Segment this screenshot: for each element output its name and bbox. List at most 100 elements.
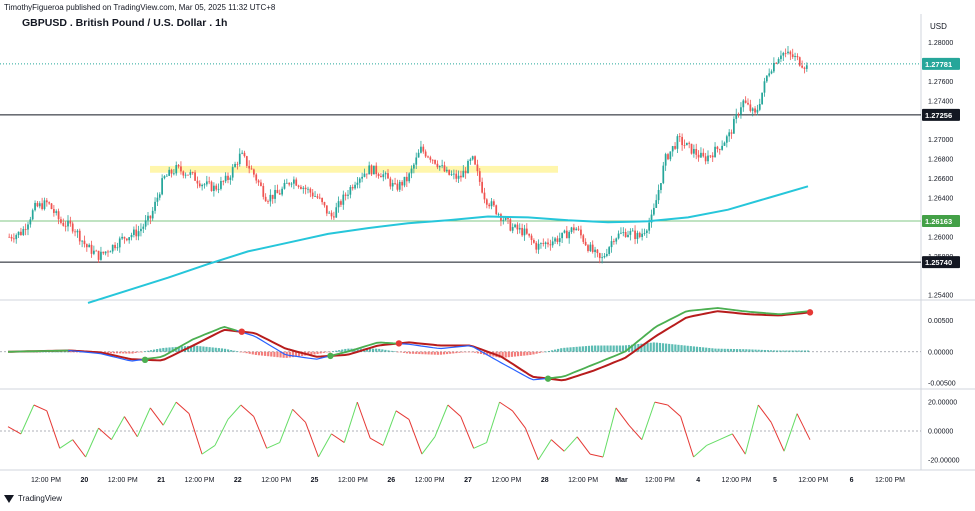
oscillator2-segment [757,404,772,423]
candle-body [645,230,648,233]
candle-body [309,188,312,193]
candle-body [10,236,13,239]
candle-body [380,176,382,178]
candle-body [194,172,196,181]
candle-body [457,175,460,179]
macd-line [7,307,811,381]
candle-body [660,183,662,190]
histogram-bar [112,351,116,354]
histogram-bar [282,351,285,358]
candle-body [742,100,745,108]
time-axis-tick-label: 12:00 PM [261,477,291,484]
oscillator2-segment [149,407,164,426]
candle-body [102,251,105,254]
price-level-badge [922,108,960,121]
histogram-bar [590,345,594,352]
candle-body [370,165,373,175]
candle-body [777,59,780,64]
histogram-bar [677,344,680,352]
candle-body [149,215,152,219]
oscillator2-segment [214,419,229,446]
candle-body [90,244,93,254]
price-axis-tick-label: 1.26600 [928,176,953,183]
candle-body [48,202,51,204]
histogram-bar [631,344,634,352]
candle-body [285,182,288,184]
candle-body [361,176,363,179]
price-axis-tick-label: 1.26400 [928,196,953,203]
histogram-bar [785,350,788,352]
candle-body [245,156,248,166]
histogram-bar [739,349,742,352]
candle-body [191,172,194,173]
oscillator2-segment [395,410,410,420]
currency-label[interactable]: USD [930,22,947,31]
candle-body [582,235,585,242]
candle-body [104,251,107,254]
histogram-bar [48,351,51,353]
histogram-bar [692,346,695,352]
histogram-bar [624,345,628,352]
histogram-bar [674,344,677,352]
candle-body [34,202,36,211]
histogram-bar [168,347,171,352]
candle-body [243,152,246,157]
oscillator2-segment [33,404,48,412]
histogram-bar [189,345,193,352]
histogram-bar [45,351,48,353]
candle-body [389,178,392,187]
oscillator2-segment [7,426,22,435]
oscillator2-segment [667,404,681,417]
candle-body [337,201,340,208]
candle-body [540,243,542,244]
oscillator2-segment [680,416,695,458]
histogram-bar [319,351,322,354]
tradingview-brand[interactable]: TradingView [4,494,62,503]
candle-body [413,164,415,169]
histogram-bar [75,351,79,353]
histogram-bar [115,351,119,354]
candle-body [580,229,582,236]
candle-body [685,142,688,146]
candle-body [168,169,171,176]
time-axis-tick-label: 21 [157,477,165,484]
time-axis-tick-label: 4 [696,477,700,484]
histogram-bar [41,351,45,353]
candle-body [474,156,476,165]
candle-body [683,145,686,146]
histogram-bar [439,351,443,355]
candle-body [436,163,439,168]
histogram-bar [60,351,63,353]
candle-body [749,104,752,111]
crossover-marker [395,340,403,347]
candle-body [253,169,255,175]
histogram-bar [125,351,128,354]
candle-body [493,201,495,206]
candle-body [549,244,552,246]
candle-body [533,239,535,243]
candle-body [735,113,738,119]
price-level-badge-label: 1.27256 [925,111,952,120]
candle-body [257,180,260,183]
oscillator2-segment [266,442,280,449]
histogram-bar [634,344,637,352]
histogram-bar [202,346,205,352]
histogram-bar [723,348,726,352]
candle-body [460,175,462,178]
histogram-bar [162,347,165,352]
candle-body [116,247,119,249]
time-axis-tick-label: 12:00 PM [184,477,214,484]
candle-body [455,173,458,179]
candle-body [340,201,342,205]
candle-body [443,165,446,172]
oscillator2-segment [628,424,643,441]
candle-body [165,175,168,177]
candle-body [180,166,182,172]
candle-body [217,188,220,190]
crossover-marker [141,356,149,364]
candle-body [71,223,74,232]
candle-body [634,230,636,240]
candle-body [589,244,592,251]
histogram-bar [729,348,732,352]
candle-body [535,242,538,250]
